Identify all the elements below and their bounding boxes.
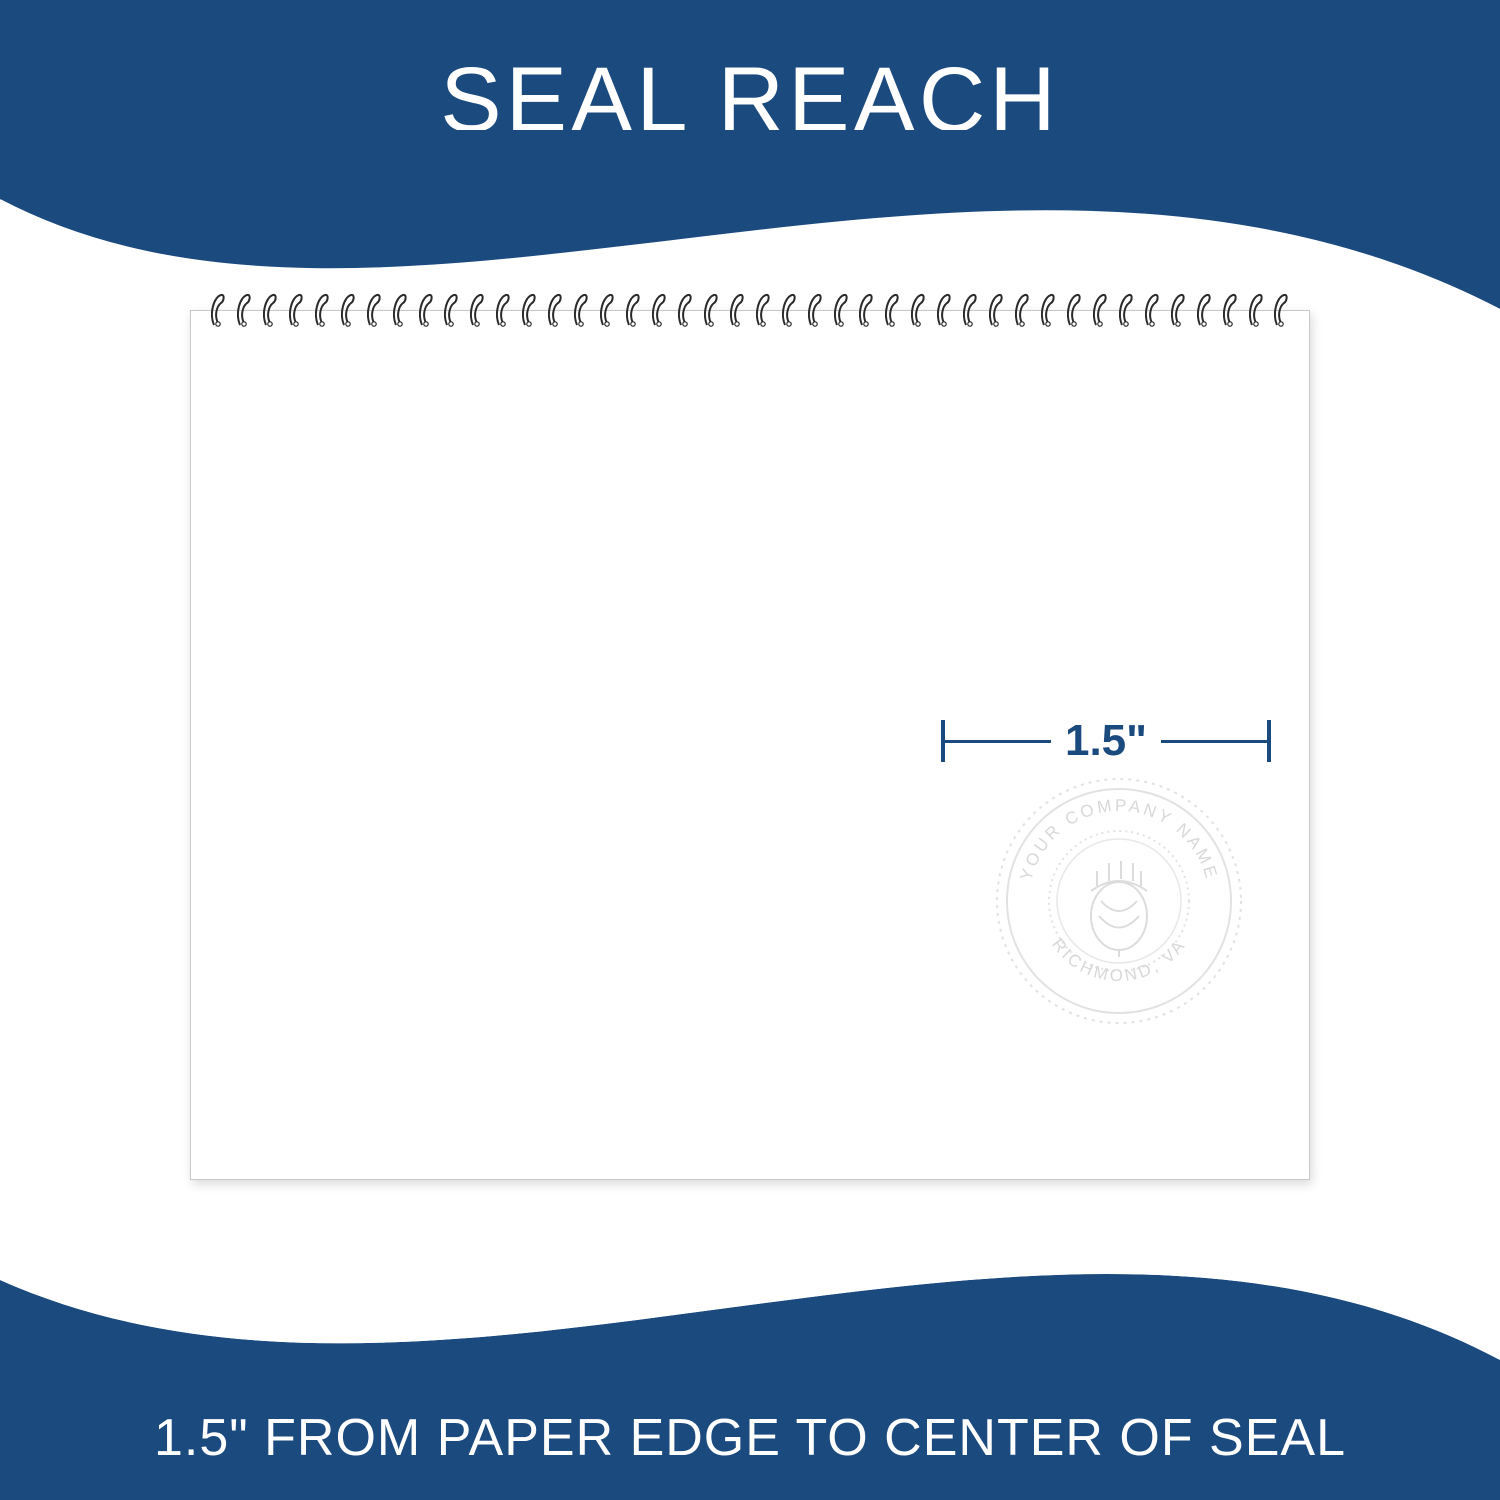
spiral-ring <box>937 293 951 327</box>
spiral-ring <box>1093 293 1107 327</box>
spiral-ring <box>289 293 303 327</box>
measurement-label: 1.5" <box>1065 716 1147 766</box>
page-title: SEAL REACH <box>440 48 1059 153</box>
spiral-binding <box>211 293 1289 329</box>
spiral-ring <box>1249 293 1263 327</box>
spiral-ring <box>315 293 329 327</box>
spiral-ring <box>393 293 407 327</box>
spiral-ring <box>444 293 458 327</box>
spiral-ring <box>548 293 562 327</box>
spiral-ring <box>522 293 536 327</box>
spiral-ring <box>496 293 510 327</box>
spiral-ring <box>652 293 666 327</box>
spiral-ring <box>989 293 1003 327</box>
spiral-ring <box>730 293 744 327</box>
spiral-ring <box>367 293 381 327</box>
spiral-ring <box>1145 293 1159 327</box>
spiral-ring <box>574 293 588 327</box>
spiral-ring <box>237 293 251 327</box>
spiral-ring <box>1171 293 1185 327</box>
spiral-ring <box>678 293 692 327</box>
embossed-seal: YOUR COMPANY NAME RICHMOND, VA <box>989 771 1249 1031</box>
spiral-ring <box>1274 293 1288 327</box>
spiral-ring <box>600 293 614 327</box>
spiral-ring <box>1067 293 1081 327</box>
spiral-ring <box>756 293 770 327</box>
spiral-ring <box>1119 293 1133 327</box>
spiral-ring <box>782 293 796 327</box>
spiral-ring <box>211 293 225 327</box>
measure-bar-right <box>1161 716 1271 766</box>
spiral-ring <box>808 293 822 327</box>
spiral-ring <box>885 293 899 327</box>
spiral-ring <box>859 293 873 327</box>
header-band: SEAL REACH <box>0 0 1500 200</box>
spiral-ring <box>470 293 484 327</box>
spiral-ring <box>1041 293 1055 327</box>
spiral-ring <box>963 293 977 327</box>
measure-bar-left <box>941 716 1051 766</box>
footer-caption: 1.5" FROM PAPER EDGE TO CENTER OF SEAL <box>154 1408 1346 1468</box>
spiral-ring <box>1197 293 1211 327</box>
measurement-indicator: 1.5" <box>941 716 1271 766</box>
notepad-paper: 1.5" <box>190 310 1310 1180</box>
spiral-ring <box>704 293 718 327</box>
footer-band: 1.5" FROM PAPER EDGE TO CENTER OF SEAL <box>0 1375 1500 1500</box>
spiral-ring <box>1015 293 1029 327</box>
spiral-ring <box>419 293 433 327</box>
spiral-ring <box>911 293 925 327</box>
spiral-ring <box>341 293 355 327</box>
spiral-ring <box>834 293 848 327</box>
seal-bottom-text: RICHMOND, VA <box>1048 935 1190 985</box>
spiral-ring <box>263 293 277 327</box>
spiral-ring <box>1223 293 1237 327</box>
spiral-ring <box>626 293 640 327</box>
